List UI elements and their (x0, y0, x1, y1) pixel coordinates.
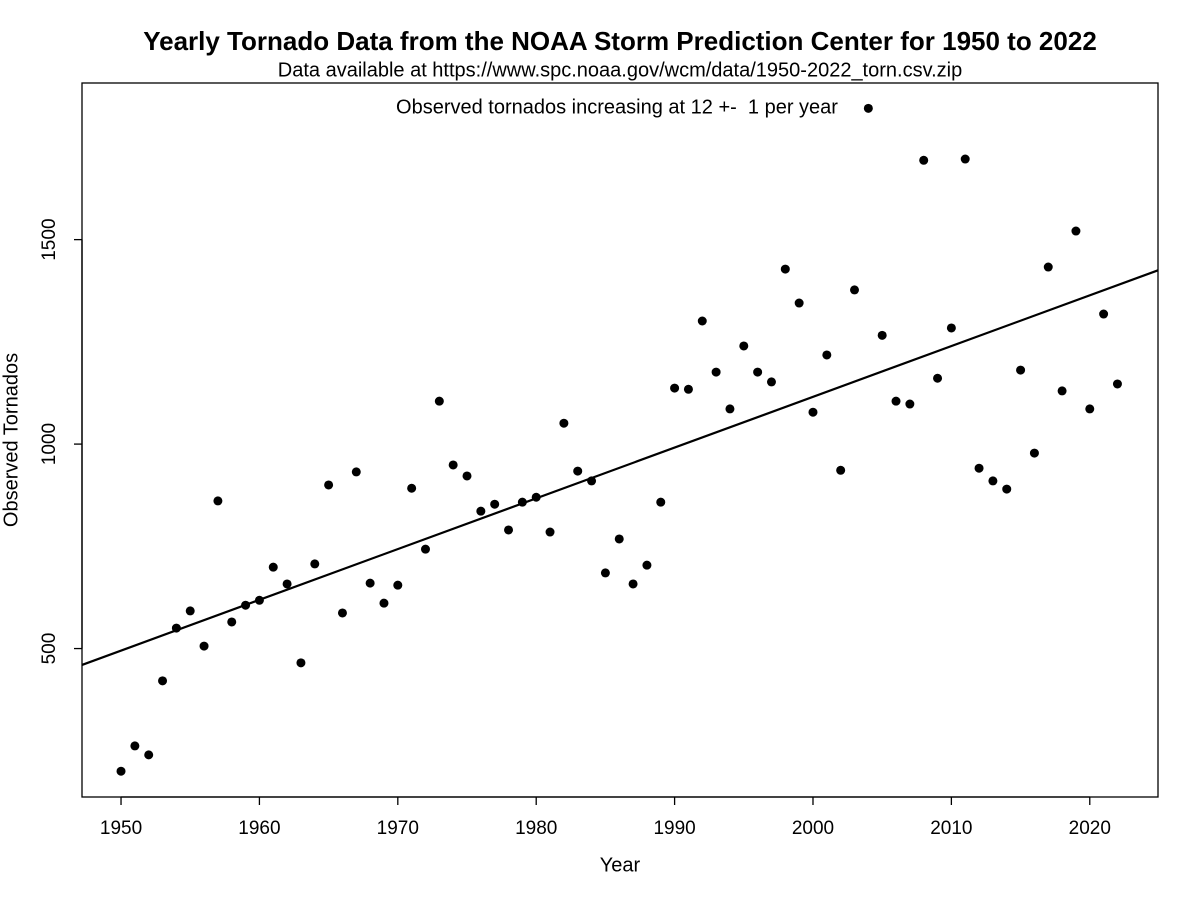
point (988, 476, 998, 486)
point (254, 595, 264, 605)
point (697, 316, 707, 326)
point (863, 103, 873, 113)
y-tick-label: 1500 (39, 218, 60, 260)
point (822, 350, 832, 360)
point (1016, 365, 1026, 375)
point (808, 407, 818, 417)
point (559, 418, 569, 428)
point (476, 506, 486, 516)
point (960, 154, 970, 164)
point (628, 579, 638, 589)
point (725, 404, 735, 414)
point (587, 476, 597, 486)
annotation: Observed tornados increasing at 12 +- 1 … (396, 96, 838, 118)
point (130, 741, 140, 751)
point (517, 497, 527, 507)
point (351, 467, 361, 477)
point (171, 623, 181, 633)
x-tick-label: 2000 (792, 818, 834, 839)
point (144, 750, 154, 760)
x-tick-label: 1960 (238, 818, 280, 839)
point (393, 580, 403, 590)
point (836, 465, 846, 475)
point (933, 373, 943, 383)
y-tick-label: 500 (39, 633, 60, 665)
point (185, 606, 195, 616)
point (711, 367, 721, 377)
point (1057, 386, 1067, 396)
x-tick-label: 1990 (653, 818, 695, 839)
point (794, 298, 804, 308)
point (573, 466, 583, 476)
point (324, 480, 334, 490)
plot-frame (81, 82, 1159, 798)
point (213, 496, 223, 506)
point (1112, 379, 1122, 389)
point (1071, 226, 1081, 236)
point (241, 600, 251, 610)
y-tick-label: 1000 (39, 423, 60, 465)
chart-title: Yearly Tornado Data from the NOAA Storm … (143, 26, 1097, 56)
point (766, 377, 776, 387)
point (365, 578, 375, 588)
point (877, 330, 887, 340)
point (1029, 448, 1039, 458)
point (310, 559, 320, 569)
point (116, 766, 126, 776)
point (420, 544, 430, 554)
point (268, 562, 278, 572)
x-tick-label: 1980 (515, 818, 557, 839)
point (739, 341, 749, 351)
point (504, 525, 514, 535)
x-tick-label: 1950 (100, 818, 142, 839)
point (490, 499, 500, 509)
point (448, 460, 458, 470)
point (407, 483, 417, 493)
point (780, 264, 790, 274)
point (850, 285, 860, 295)
point (656, 497, 666, 507)
point (670, 383, 680, 393)
point (753, 367, 763, 377)
point (545, 527, 555, 537)
point (462, 471, 472, 481)
y-axis-label: Observed Tornados (0, 353, 22, 527)
point (434, 396, 444, 406)
point (891, 396, 901, 406)
point (227, 617, 237, 627)
point (919, 155, 929, 165)
point (974, 463, 984, 473)
point (946, 323, 956, 333)
point (614, 534, 624, 544)
point (1002, 484, 1012, 494)
x-tick-label: 2010 (930, 818, 972, 839)
point (199, 641, 209, 651)
point (1099, 309, 1109, 319)
point (905, 399, 915, 409)
point (296, 658, 306, 668)
point (683, 384, 693, 394)
x-tick-label: 1970 (377, 818, 419, 839)
point (337, 608, 347, 618)
point (1085, 404, 1095, 414)
point (642, 560, 652, 570)
point (282, 579, 292, 589)
point (1043, 262, 1053, 272)
point (158, 676, 168, 686)
point (531, 492, 541, 502)
point (379, 598, 389, 608)
point (600, 568, 610, 578)
chart-subtitle: Data available at https://www.spc.noaa.g… (278, 59, 962, 81)
x-axis-label: Year (600, 854, 641, 876)
x-tick-label: 2020 (1069, 818, 1111, 839)
